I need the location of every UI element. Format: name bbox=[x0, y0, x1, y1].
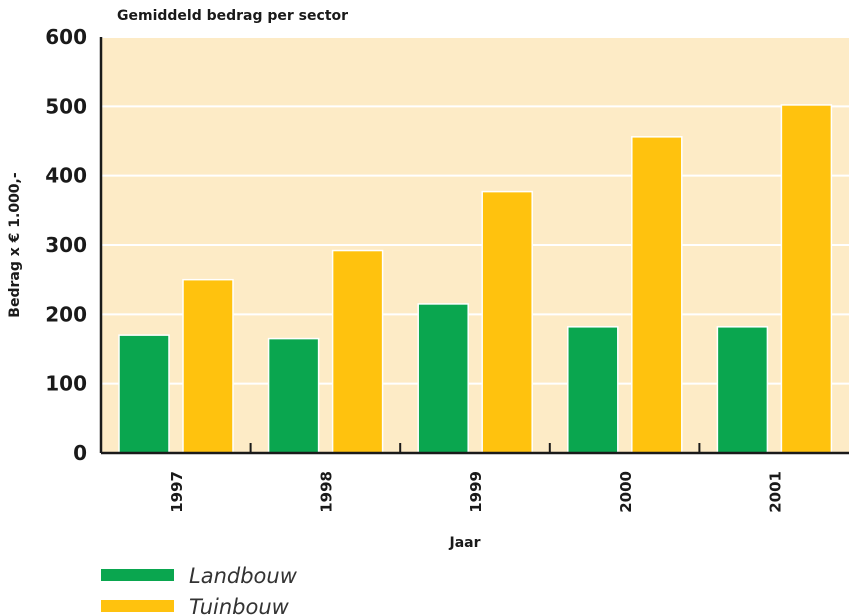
chart-title: Gemiddeld bedrag per sector bbox=[117, 8, 348, 24]
bar-tuinbouw-1998 bbox=[331, 249, 384, 454]
x-tick-label: 1997 bbox=[168, 471, 186, 513]
bar-tuinbouw-1997 bbox=[182, 278, 234, 454]
legend: Landbouw Tuinbouw bbox=[101, 564, 298, 615]
y-axis-label: Bedrag x € 1.000,- bbox=[7, 172, 23, 318]
x-axis-ticks: 1997 1998 1999 2000 2001 bbox=[168, 471, 784, 513]
x-tick-label: 2001 bbox=[766, 471, 784, 513]
bar-landbouw-2001 bbox=[716, 326, 769, 454]
legend-swatch-tuinbouw bbox=[101, 600, 174, 612]
x-tick-label: 1998 bbox=[318, 471, 336, 513]
bar-landbouw-1999 bbox=[417, 303, 469, 454]
y-tick-label: 500 bbox=[45, 94, 87, 118]
bar-tuinbouw-1999 bbox=[481, 190, 533, 454]
axes bbox=[99, 37, 849, 455]
x-axis-label: Jaar bbox=[448, 535, 480, 551]
legend-label-landbouw: Landbouw bbox=[189, 564, 298, 588]
bar-landbouw-1997 bbox=[118, 334, 170, 454]
x-tick-label: 1999 bbox=[467, 471, 485, 513]
y-tick-label: 400 bbox=[45, 164, 87, 188]
y-axis-ticks: 0 100 200 300 400 500 600 bbox=[45, 25, 87, 465]
bar-landbouw-1998 bbox=[267, 337, 320, 454]
y-tick-label: 100 bbox=[45, 372, 87, 396]
y-tick-label: 300 bbox=[45, 233, 87, 257]
bars bbox=[118, 104, 833, 454]
x-tick-label: 2000 bbox=[617, 471, 635, 513]
bar-landbouw-2000 bbox=[567, 326, 619, 454]
y-tick-label: 600 bbox=[45, 25, 87, 49]
bar-tuinbouw-2001 bbox=[780, 104, 833, 454]
y-tick-label: 200 bbox=[45, 302, 87, 326]
legend-label-tuinbouw: Tuinbouw bbox=[189, 595, 290, 615]
legend-swatch-landbouw bbox=[101, 569, 174, 581]
y-tick-label: 0 bbox=[73, 441, 87, 465]
bar-tuinbouw-2000 bbox=[631, 136, 683, 454]
